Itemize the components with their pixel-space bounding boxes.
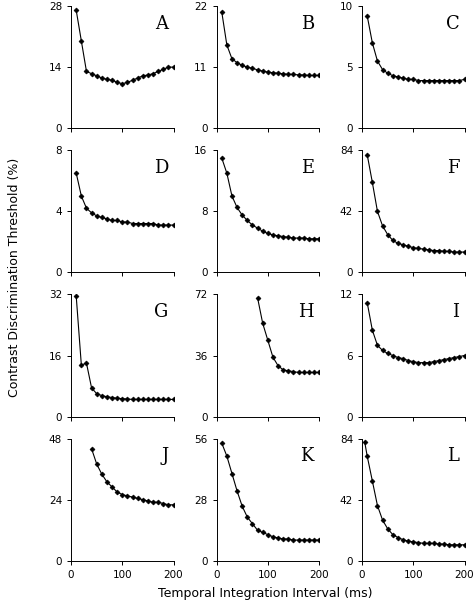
Text: Contrast Discrimination Threshold (%): Contrast Discrimination Threshold (%) [8, 158, 21, 397]
Text: F: F [447, 159, 459, 177]
Text: D: D [154, 159, 168, 177]
Text: C: C [446, 14, 459, 33]
Text: Temporal Integration Interval (ms): Temporal Integration Interval (ms) [158, 587, 373, 600]
Text: A: A [155, 14, 168, 33]
Text: B: B [301, 14, 314, 33]
Text: E: E [301, 159, 314, 177]
Text: J: J [161, 447, 168, 465]
Text: L: L [447, 447, 459, 465]
Text: G: G [154, 303, 168, 321]
Text: K: K [301, 447, 314, 465]
Text: I: I [452, 303, 459, 321]
Text: H: H [298, 303, 314, 321]
